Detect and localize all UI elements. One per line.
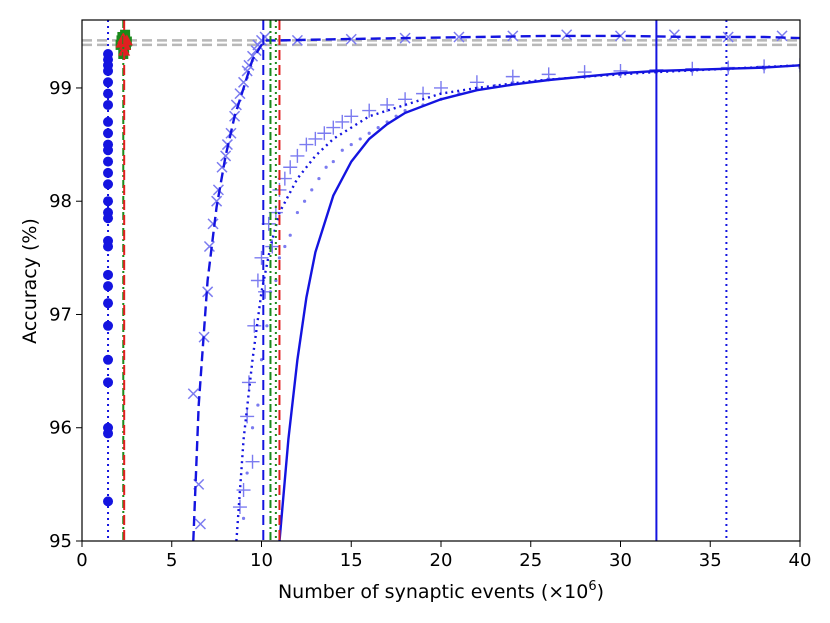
- series-0-point-3: [103, 65, 114, 76]
- series-3-point-6: [207, 218, 219, 230]
- y-tick-label-2: 97: [49, 304, 72, 325]
- curve-2: [278, 64, 800, 541]
- series-4-point-22: [362, 103, 377, 118]
- series-4-point-23: [380, 97, 395, 112]
- series-4-point-3: [241, 375, 256, 390]
- axes: 0 5 10 15 20 25 30 35 40 95 96 97 98 99: [49, 78, 811, 571]
- series-3-point-32: [722, 31, 734, 43]
- series-3-point-19: [246, 50, 259, 62]
- series-4-point-16: [299, 137, 314, 152]
- series-4-point-14: [283, 160, 298, 175]
- series-5-point-20: [367, 131, 371, 135]
- y-axis-label: Accuracy (%): [19, 218, 41, 344]
- series-0-point-19: [103, 269, 114, 280]
- x-tick-label-0: 0: [76, 550, 87, 571]
- series-0-point-7: [103, 116, 114, 127]
- series-5-point-13: [310, 188, 314, 192]
- x-axis-label-tail: ): [597, 581, 604, 603]
- series-4-point-7: [254, 250, 269, 265]
- series-0-point-12: [103, 167, 114, 178]
- series-5-point-3: [256, 403, 260, 407]
- series-5-point-5: [265, 324, 269, 328]
- series-0-point-23: [103, 354, 114, 365]
- plot-area: [82, 20, 800, 541]
- series-0-point-20: [103, 281, 114, 292]
- series-4-point-1: [236, 483, 251, 498]
- series-4-point-19: [326, 120, 341, 135]
- series-5-point-9: [283, 244, 287, 249]
- series-4-point-2: [240, 409, 255, 424]
- series-4-point-20: [335, 114, 350, 129]
- series-3-point-25: [345, 33, 357, 45]
- series-5-point-15: [324, 165, 328, 169]
- series-5-point-0: [241, 516, 246, 520]
- series-5-point-10: [288, 233, 292, 237]
- series-4-point-0: [232, 500, 247, 515]
- series-5-point-16: [331, 159, 335, 164]
- x-tick-label-6: 30: [609, 550, 632, 571]
- x-tick-label-3: 15: [340, 550, 363, 571]
- x-tick-label-5: 25: [519, 550, 542, 571]
- x-tick-label-4: 20: [430, 550, 453, 571]
- x-tick-label-7: 35: [699, 550, 722, 571]
- series-5-point-17: [340, 148, 344, 152]
- series-0-point-18: [103, 241, 114, 252]
- x-tick-label-8: 40: [789, 550, 812, 571]
- series-3-point-5: [203, 240, 215, 253]
- series-0-point-22: [103, 320, 114, 331]
- series-5-point-14: [317, 176, 321, 181]
- series-0-point-4: [103, 77, 114, 88]
- y-tick-label-3: 98: [49, 191, 72, 212]
- series-3-point-2: [194, 518, 207, 530]
- series-3-point-27: [453, 31, 465, 43]
- series-0-point-10: [103, 145, 114, 156]
- series-5-point-8: [277, 256, 282, 260]
- series-3-point-10: [220, 150, 232, 162]
- series-3-point-7: [211, 195, 223, 207]
- series-0-point-13: [103, 179, 114, 190]
- series-3-point-33: [776, 30, 788, 42]
- x-tick-label-1: 5: [166, 550, 177, 571]
- series-0-point-26: [103, 428, 114, 439]
- series-4-point-21: [344, 109, 359, 124]
- series-3-point-9: [216, 161, 228, 173]
- series-4-point-17: [308, 131, 323, 146]
- series-0-point-8: [103, 128, 114, 139]
- series-4-point-15: [290, 148, 305, 163]
- y-tick-label-1: 96: [49, 418, 72, 439]
- series-5-point-18: [349, 142, 353, 147]
- x-axis-label: Number of synaptic events (×106): [278, 579, 604, 603]
- series-1-point-9: [120, 29, 131, 40]
- curve-0: [192, 34, 800, 541]
- series-5-point-1: [245, 471, 249, 475]
- curve-1: [235, 64, 800, 541]
- x-axis-label-main: Number of synaptic events (×10: [278, 581, 588, 603]
- series-5-point-12: [302, 199, 307, 203]
- series-3-point-31: [668, 29, 680, 41]
- series-4-point-5: [247, 318, 262, 333]
- x-tick-label-2: 10: [250, 550, 273, 571]
- series-5-point-19: [358, 137, 362, 141]
- x-axis-label-exponent: 6: [588, 579, 596, 594]
- series-4-point-18: [317, 126, 332, 141]
- series-0-point-24: [103, 377, 114, 388]
- series-3-point-0: [187, 388, 199, 400]
- series-4-point-4: [245, 454, 260, 469]
- series-5-point-21: [376, 125, 380, 130]
- series-5-point-2: [250, 426, 255, 430]
- series-0-point-11: [103, 156, 114, 167]
- y-tick-label-4: 99: [49, 78, 72, 99]
- series-5-point-11: [295, 210, 299, 215]
- y-tick-label-0: 95: [49, 531, 72, 552]
